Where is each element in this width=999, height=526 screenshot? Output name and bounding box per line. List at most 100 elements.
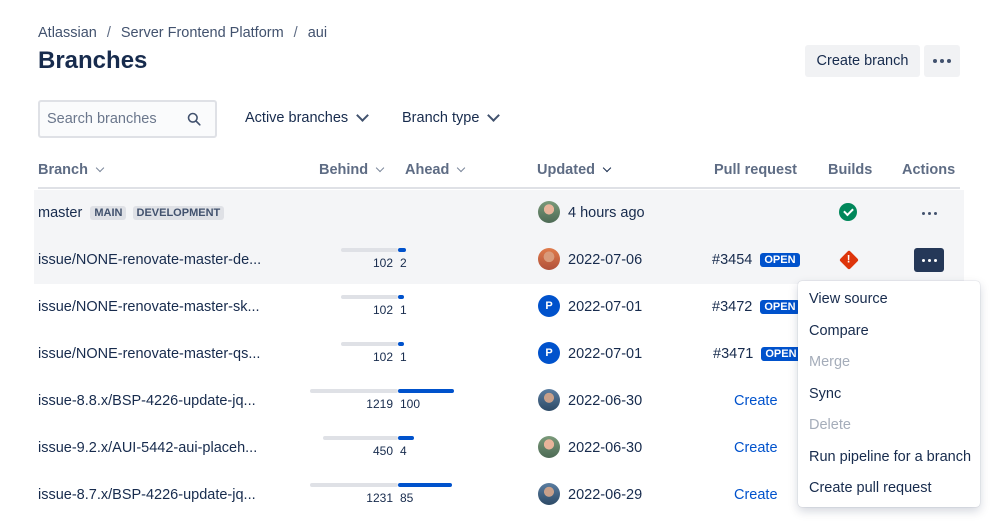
menu-item-sync[interactable]: Sync: [809, 386, 842, 402]
ahead-count: 85: [400, 491, 414, 505]
ahead-bar: [398, 436, 414, 440]
column-header-updated-label: Updated: [537, 162, 595, 178]
column-header-actions: Actions: [902, 162, 955, 178]
updated-date: 2022-06-30: [568, 440, 643, 456]
pull-request-link[interactable]: #3472 OPEN: [712, 299, 800, 315]
row-actions-menu: View source Compare Merge Sync Delete Ru…: [798, 281, 980, 507]
updated-date: 2022-06-30: [568, 393, 643, 409]
behind-bar: [341, 342, 398, 346]
branch-name-link[interactable]: master MAIN DEVELOPMENT: [38, 205, 225, 221]
breadcrumb-separator: /: [293, 25, 298, 41]
ahead-count: 1: [400, 350, 407, 364]
behind-count: 102: [372, 350, 393, 364]
branch-name-link[interactable]: issue/NONE-renovate-master-sk...: [38, 299, 260, 315]
updated-date: 4 hours ago: [568, 205, 645, 221]
column-header-pull-request: Pull request: [714, 162, 797, 178]
avatar: P: [538, 342, 560, 364]
column-header-actions-label: Actions: [902, 162, 956, 178]
sort-icon: [95, 163, 105, 173]
chevron-down-icon: [487, 109, 501, 122]
branch-name-link[interactable]: issue-9.2.x/AUI-5442-aui-placeh...: [38, 440, 258, 456]
branch-name-link[interactable]: issue-8.8.x/BSP-4226-update-jq...: [38, 393, 256, 409]
updated-date: 2022-06-29: [568, 487, 643, 503]
ahead-bar: [398, 342, 404, 346]
chevron-down-icon: [356, 109, 370, 122]
menu-item-compare[interactable]: Compare: [809, 323, 869, 339]
development-badge: DEVELOPMENT: [132, 206, 225, 220]
avatar: P: [538, 295, 560, 317]
updated-date: 2022-07-01: [568, 346, 643, 362]
create-pull-request-link[interactable]: Create: [734, 487, 778, 503]
menu-item-view-source[interactable]: View source: [809, 291, 888, 307]
ahead-count: 2: [400, 256, 407, 270]
build-success-icon[interactable]: [839, 203, 857, 221]
sort-icon: [457, 163, 466, 173]
active-branches-filter[interactable]: Active branches: [245, 109, 370, 126]
breadcrumb-item-project[interactable]: Server Frontend Platform: [120, 25, 284, 41]
column-header-ahead[interactable]: Ahead: [405, 162, 466, 178]
breadcrumb-separator: /: [106, 25, 111, 41]
behind-count: 450: [372, 444, 393, 458]
pull-request-id: #3472: [712, 299, 753, 315]
column-header-builds: Builds: [828, 162, 872, 178]
row-actions-button[interactable]: [914, 248, 944, 272]
ahead-count: 100: [400, 397, 421, 411]
more-icon: [933, 59, 951, 63]
behind-bar: [310, 389, 398, 393]
menu-item-create-pull-request[interactable]: Create pull request: [809, 480, 932, 496]
search-input[interactable]: [47, 111, 187, 127]
behind-bar: [323, 436, 398, 440]
behind-bar: [310, 483, 398, 487]
ahead-bar: [398, 389, 454, 393]
pull-request-id: #3454: [712, 252, 753, 268]
branch-name-link[interactable]: issue/NONE-renovate-master-de...: [38, 252, 262, 268]
branch-name: master: [38, 205, 83, 221]
behind-bar: [341, 295, 398, 299]
column-header-updated[interactable]: Updated: [537, 162, 612, 178]
avatar: [538, 201, 560, 223]
pull-request-link[interactable]: #3454 OPEN: [712, 252, 800, 268]
ahead-count: 4: [400, 444, 407, 458]
search-field[interactable]: [38, 100, 217, 138]
updated-date: 2022-07-06: [568, 252, 643, 268]
column-header-pull-request-label: Pull request: [714, 162, 797, 178]
avatar: [538, 248, 560, 270]
active-branches-label: Active branches: [245, 110, 349, 126]
column-header-ahead-label: Ahead: [405, 162, 450, 178]
behind-count: 1219: [366, 397, 393, 411]
pr-status-badge: OPEN: [760, 300, 800, 314]
breadcrumb: Atlassian / Server Frontend Platform / a…: [38, 25, 327, 41]
table-row[interactable]: [34, 237, 964, 284]
more-icon: [921, 211, 937, 215]
create-pull-request-link[interactable]: Create: [734, 440, 778, 456]
more-actions-button[interactable]: [924, 45, 960, 77]
menu-item-merge: Merge: [809, 354, 851, 370]
column-header-branch[interactable]: Branch: [38, 162, 105, 178]
column-header-behind[interactable]: Behind: [319, 162, 385, 178]
sort-icon: [375, 163, 385, 173]
ahead-bar: [398, 483, 452, 487]
branch-type-filter[interactable]: Branch type: [402, 109, 501, 126]
column-header-builds-label: Builds: [828, 162, 873, 178]
create-pull-request-link[interactable]: Create: [734, 393, 778, 409]
pr-status-badge: OPEN: [761, 347, 801, 361]
ahead-bar: [398, 295, 404, 299]
breadcrumb-item-workspace[interactable]: Atlassian: [38, 25, 97, 41]
sort-icon: [602, 163, 612, 173]
breadcrumb-item-repo[interactable]: aui: [307, 25, 328, 41]
row-actions-button[interactable]: [914, 201, 944, 225]
search-icon: [187, 112, 201, 126]
column-header-branch-label: Branch: [38, 162, 88, 178]
menu-item-run-pipeline[interactable]: Run pipeline for a branch: [809, 449, 972, 465]
avatar: [538, 389, 560, 411]
updated-date: 2022-07-01: [568, 299, 643, 315]
create-branch-button[interactable]: Create branch: [805, 45, 920, 77]
pull-request-link[interactable]: #3471 OPEN: [713, 346, 801, 362]
main-badge: MAIN: [90, 206, 127, 220]
column-header-behind-label: Behind: [319, 162, 369, 178]
branch-name-link[interactable]: issue-8.7.x/BSP-4226-update-jq...: [38, 487, 256, 503]
branch-name-link[interactable]: issue/NONE-renovate-master-qs...: [38, 346, 261, 362]
menu-item-delete: Delete: [809, 417, 851, 433]
table-header-divider: [38, 187, 960, 189]
behind-count: 1231: [366, 491, 393, 505]
